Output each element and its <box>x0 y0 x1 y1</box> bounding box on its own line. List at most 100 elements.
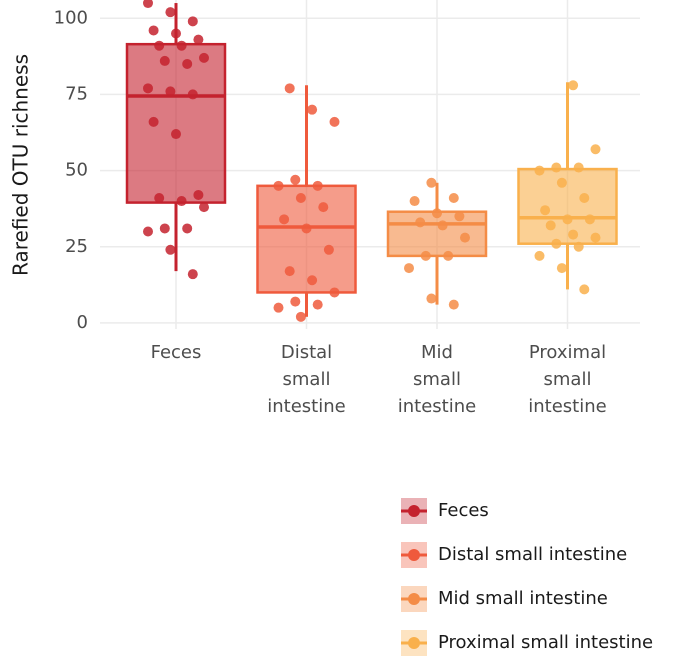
y-tick-label: 75 <box>65 83 88 104</box>
point <box>143 226 153 237</box>
x-tick-label: intestine <box>398 396 476 417</box>
point <box>404 263 414 274</box>
legend-key-point <box>408 637 420 649</box>
y-tick-label: 0 <box>77 312 88 333</box>
point <box>562 214 573 225</box>
x-tick-label: intestine <box>528 396 606 417</box>
point <box>573 241 584 252</box>
box <box>256 184 357 294</box>
point <box>329 116 340 127</box>
point <box>301 223 312 234</box>
y-tick-label: 50 <box>65 160 88 181</box>
point <box>193 189 204 200</box>
point <box>295 193 306 204</box>
point <box>590 144 601 155</box>
point <box>534 250 545 261</box>
point <box>426 177 437 188</box>
x-tick-label: Feces <box>151 342 202 363</box>
point <box>187 16 198 27</box>
x-tick-label: Distal <box>281 342 332 363</box>
point <box>312 299 323 310</box>
point <box>448 299 459 310</box>
box-group <box>125 0 227 280</box>
point <box>187 269 198 280</box>
point <box>165 244 176 255</box>
point <box>143 0 153 9</box>
point <box>154 193 165 204</box>
legend-key-point <box>408 505 420 517</box>
point <box>176 40 187 51</box>
legend-key-point <box>408 593 420 605</box>
x-tick-label: small <box>283 369 331 390</box>
point <box>318 202 329 213</box>
y-axis-title: Rarefied OTU richness <box>9 54 33 276</box>
point <box>329 287 340 298</box>
point <box>176 196 187 207</box>
point <box>448 193 459 204</box>
point <box>273 302 284 313</box>
legend-label: Proximal small intestine <box>438 632 653 653</box>
x-tick-label: intestine <box>267 396 345 417</box>
box <box>386 210 488 258</box>
point <box>290 174 301 185</box>
point <box>148 116 159 127</box>
point <box>171 28 181 39</box>
point <box>573 162 584 173</box>
point <box>454 211 465 222</box>
point <box>143 83 153 94</box>
point <box>165 7 176 18</box>
point <box>154 40 165 51</box>
point <box>534 165 545 176</box>
point <box>323 244 334 255</box>
x-tick-label: Mid <box>421 342 453 363</box>
point <box>540 205 551 216</box>
legend-label: Feces <box>438 500 489 521</box>
point <box>279 214 290 225</box>
y-tick-label: 25 <box>65 236 88 257</box>
box <box>517 167 618 245</box>
point <box>199 202 209 213</box>
point <box>199 52 209 63</box>
point <box>284 266 295 277</box>
x-tick-label: Proximal <box>529 342 606 363</box>
point <box>148 25 159 36</box>
point <box>420 250 431 261</box>
point <box>193 34 204 45</box>
legend-label: Distal small intestine <box>438 544 627 565</box>
point <box>171 129 181 140</box>
point <box>307 275 318 286</box>
point <box>415 217 426 228</box>
point <box>182 223 193 234</box>
point <box>551 162 562 173</box>
point <box>409 196 420 207</box>
point <box>545 220 556 231</box>
y-tick-label: 100 <box>54 7 88 28</box>
x-tick-label: small <box>544 369 592 390</box>
point <box>590 232 601 243</box>
point <box>182 58 193 69</box>
point <box>312 180 323 191</box>
point <box>284 83 295 94</box>
point <box>584 214 595 225</box>
box <box>125 42 227 204</box>
point <box>579 284 590 295</box>
box-group <box>256 83 357 322</box>
point <box>432 208 442 219</box>
point <box>568 229 579 240</box>
point <box>568 80 579 91</box>
legend-label: Mid small intestine <box>438 588 608 609</box>
legend-key-point <box>408 549 420 561</box>
point <box>165 86 176 97</box>
point <box>437 220 448 231</box>
legend: Feces Distal small intestine Mid small int… <box>401 498 653 656</box>
point <box>290 296 301 307</box>
x-tick-label: small <box>413 369 461 390</box>
point <box>307 104 318 115</box>
point <box>159 223 170 234</box>
point <box>551 238 562 249</box>
point <box>426 293 437 304</box>
box-group <box>517 80 618 295</box>
point <box>460 232 470 243</box>
point <box>579 193 590 204</box>
